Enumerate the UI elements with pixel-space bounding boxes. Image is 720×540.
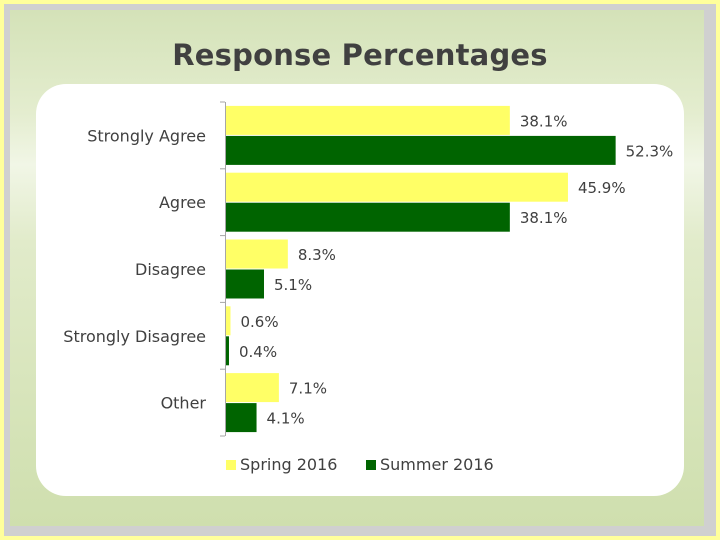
bar-spring-2016-agree: [226, 172, 568, 202]
value-label-spring-2016-strongly-agree: 38.1%: [520, 112, 568, 130]
bar-summer-2016-strongly-agree: [226, 135, 616, 165]
bar-summer-2016-strongly-disagree: [226, 336, 229, 366]
category-label-agree: Agree: [159, 193, 206, 212]
bar-summer-2016-disagree: [226, 269, 264, 299]
slide-title: Response Percentages: [172, 38, 548, 72]
value-label-spring-2016-agree: 45.9%: [578, 179, 626, 197]
bar-summer-2016-other: [226, 403, 257, 433]
legend-swatch-summer-2016: [366, 460, 376, 470]
bar-spring-2016-strongly-agree: [226, 105, 510, 135]
legend-label-spring-2016: Spring 2016: [240, 455, 337, 474]
bar-summer-2016-agree: [226, 202, 510, 232]
value-label-spring-2016-strongly-disagree: 0.6%: [240, 313, 278, 331]
legend-swatch-spring-2016: [226, 460, 236, 470]
category-label-strongly-agree: Strongly Agree: [87, 126, 206, 145]
value-label-summer-2016-disagree: 5.1%: [274, 276, 312, 294]
legend-label-summer-2016: Summer 2016: [380, 455, 494, 474]
category-label-strongly-disagree: Strongly Disagree: [63, 327, 206, 346]
value-label-summer-2016-other: 4.1%: [267, 410, 305, 428]
value-label-spring-2016-disagree: 8.3%: [298, 246, 336, 264]
value-label-summer-2016-strongly-disagree: 0.4%: [239, 343, 277, 361]
bar-spring-2016-strongly-disagree: [226, 306, 231, 336]
value-label-summer-2016-agree: 38.1%: [520, 209, 568, 227]
value-label-spring-2016-other: 7.1%: [289, 380, 327, 398]
bar-spring-2016-other: [226, 373, 279, 403]
value-label-summer-2016-strongly-agree: 52.3%: [626, 142, 674, 160]
bar-spring-2016-disagree: [226, 239, 288, 269]
category-label-disagree: Disagree: [135, 260, 206, 279]
category-label-other: Other: [161, 394, 207, 413]
bar-chart: Strongly Agree 38.1% 52.3% Agree 45.9% 38.1% D…: [63, 101, 674, 474]
chart-panel: Strongly Agree 38.1% 52.3% Agree 45.9% 38.1% D…: [36, 84, 684, 496]
